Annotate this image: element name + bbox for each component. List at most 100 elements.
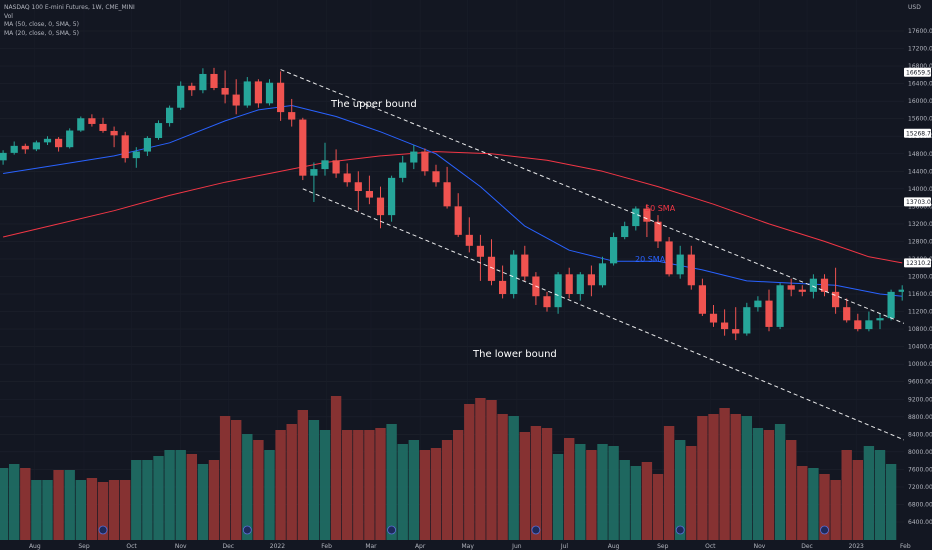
event-marker-icon [98, 525, 108, 535]
candle [121, 131, 129, 163]
candle-body [809, 278, 817, 292]
volume-bar [319, 430, 331, 540]
volume-bar [641, 462, 653, 540]
legend: NASDAQ 100 E-mini Futures, 1W, CME_MINI … [4, 4, 135, 38]
candle-body [210, 73, 218, 88]
candle-body [598, 263, 607, 286]
price-badge-label: 12310.25 [906, 260, 932, 267]
candle-body [221, 87, 229, 95]
volume-bar [86, 478, 98, 540]
price-badge-bg [904, 67, 931, 77]
candle-body [177, 85, 185, 108]
volume-bar [552, 454, 564, 540]
candle-body [232, 94, 240, 106]
candle [21, 143, 29, 154]
candle [88, 114, 96, 127]
candle [443, 166, 451, 209]
candle [177, 81, 185, 110]
volume-bar [497, 414, 508, 540]
candle-body [77, 118, 85, 131]
candle [143, 136, 151, 156]
volume-bar [120, 480, 131, 540]
volume-bar [153, 456, 164, 540]
candle [820, 274, 829, 297]
candle-body [166, 107, 174, 124]
candle-body [765, 300, 773, 327]
candle-body [798, 289, 806, 292]
candle [365, 175, 373, 205]
candle-body [343, 173, 351, 183]
candle [210, 67, 218, 91]
legend-ma50[interactable]: MA (50, close, 0, SMA, 5) [4, 21, 79, 28]
candle-body [321, 160, 329, 170]
candle [32, 140, 40, 152]
price-tick-label: 6800.00 [908, 501, 932, 508]
candle-body [265, 82, 274, 104]
volume-bar [364, 430, 375, 540]
candle [43, 136, 52, 145]
legend-vol[interactable]: Vol [4, 12, 13, 20]
event-markers [98, 525, 829, 535]
legend-ma20[interactable]: MA (20, close, 0, SMA, 5) [4, 29, 79, 37]
candle-body [776, 285, 784, 327]
currency-label: USD [908, 4, 921, 11]
volume-bar [608, 446, 619, 540]
event-marker-icon [242, 525, 252, 535]
candle-body [898, 289, 906, 292]
price-badge: 16659.50 [904, 67, 932, 77]
candle [854, 313, 862, 332]
candle-body [199, 73, 207, 91]
candle [887, 289, 895, 321]
candle [232, 79, 240, 115]
legend-symbol[interactable]: NASDAQ 100 E-mini Futures, 1W, CME_MINI [4, 4, 135, 11]
price-badge-bg [904, 128, 931, 138]
price-tick-label: 12800.00 [908, 238, 932, 245]
volume-bar [64, 470, 75, 540]
candle-body [643, 208, 651, 222]
candle [665, 237, 673, 277]
candles [0, 67, 906, 341]
price-tick-label: 12000.00 [908, 274, 932, 281]
candle [154, 120, 163, 140]
candle [621, 221, 629, 240]
price-axis[interactable]: USD 17600.00 17200.00 16800.00 16400.00 1600… [904, 0, 932, 540]
candle-body [499, 280, 507, 295]
candle-body [376, 197, 385, 216]
candle-body [621, 226, 629, 238]
volume-bar [0, 468, 9, 540]
time-tick-label: May [462, 543, 475, 550]
volume-bar [830, 480, 841, 540]
volume-bar [841, 450, 852, 540]
candle-body [254, 81, 262, 104]
candle [843, 298, 851, 323]
price-tick-label: 7600.00 [908, 466, 932, 473]
sma50-series [2, 151, 903, 264]
price-tick-label: 8000.00 [908, 449, 932, 456]
time-tick-label: Jul [560, 543, 569, 550]
volume-bar [286, 424, 297, 540]
candle-body [277, 82, 285, 113]
volume-bar [575, 444, 586, 540]
candle-body [554, 274, 562, 308]
candle [454, 193, 462, 238]
candle-body [676, 254, 684, 275]
candle [876, 313, 884, 330]
price-tick-label: 10400.00 [908, 344, 932, 351]
candle [776, 283, 784, 330]
time-tick-label: 2022 [270, 543, 285, 550]
candle-body [754, 300, 762, 308]
volume-bar [131, 460, 142, 540]
time-axis[interactable]: Aug Sep Oct Nov Dec 2022 Feb Mar Apr May Jun Jul Aug… [0, 540, 932, 550]
candle-body [132, 151, 140, 159]
candle [476, 234, 484, 281]
price-tick-label: 13200.00 [908, 221, 932, 228]
candle [465, 217, 473, 253]
candle [743, 302, 751, 336]
volume-bar [763, 430, 775, 540]
candle-body [732, 329, 740, 334]
candle-body [143, 137, 151, 152]
volume-bar [353, 430, 364, 540]
volume-bar [20, 468, 31, 540]
candle-body [43, 138, 52, 143]
